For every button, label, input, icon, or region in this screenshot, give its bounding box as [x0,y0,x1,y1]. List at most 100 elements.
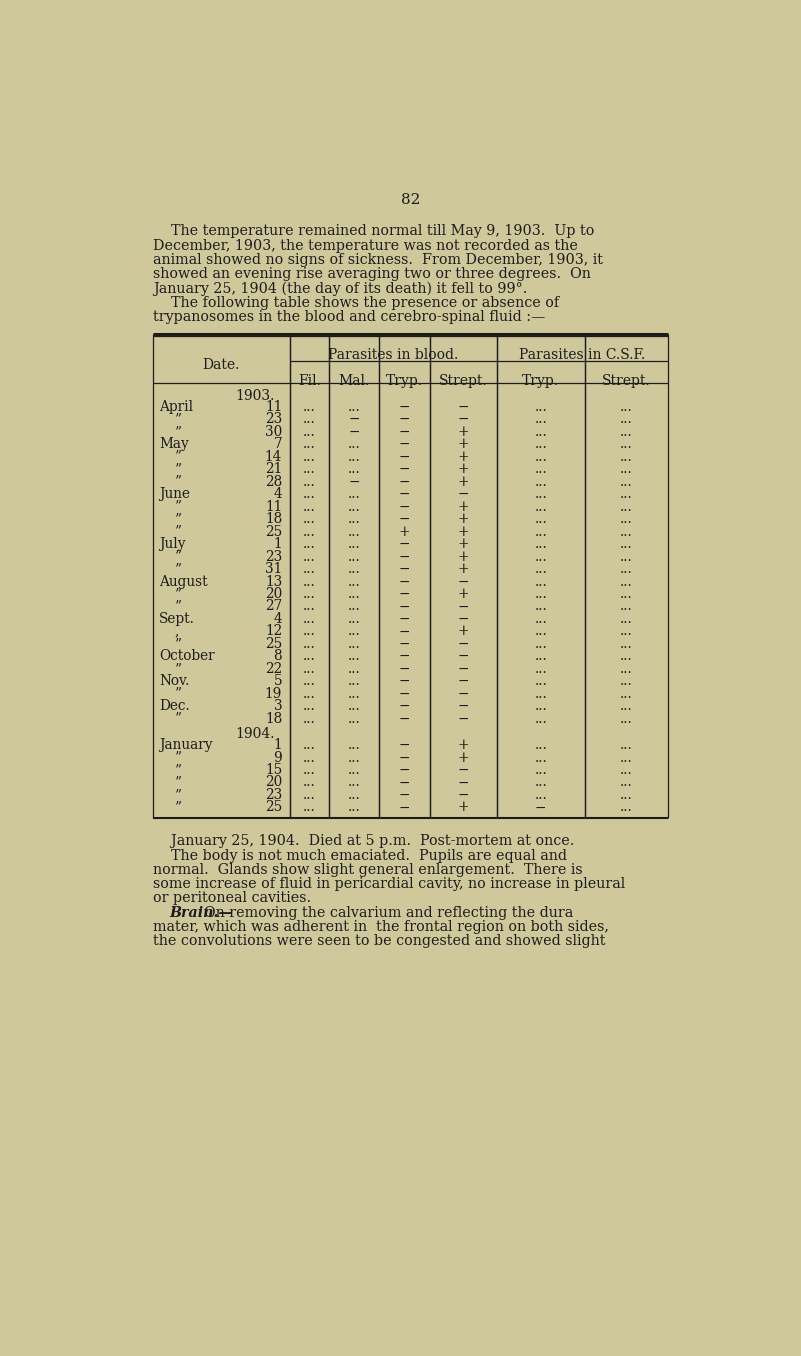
Text: −: − [399,650,410,663]
Text: ”: ” [175,750,182,765]
Text: 18: 18 [265,513,282,526]
Text: −: − [399,800,410,815]
Text: The following table shows the presence or absence of: The following table shows the presence o… [153,296,559,309]
Text: −: − [457,650,469,663]
Text: −: − [535,800,546,815]
Text: ”: ” [175,662,182,675]
Text: ”: ” [175,513,182,526]
Text: ...: ... [620,674,633,689]
Text: −: − [457,686,469,701]
Text: ...: ... [303,788,316,801]
Text: ...: ... [303,499,316,514]
Text: animal showed no signs of sickness.  From December, 1903, it: animal showed no signs of sickness. From… [153,252,603,267]
Text: ...: ... [348,738,360,753]
Text: −: − [399,513,410,526]
Text: ...: ... [534,513,547,526]
Text: ...: ... [348,788,360,801]
Text: ...: ... [534,499,547,514]
Text: ...: ... [534,738,547,753]
Text: −: − [348,424,360,439]
Text: −: − [399,462,410,476]
Text: 25: 25 [265,525,282,538]
Text: ...: ... [620,662,633,675]
Text: 4: 4 [273,612,282,626]
Text: ...: ... [620,549,633,564]
Text: −: − [457,487,469,502]
Text: ...: ... [348,487,360,502]
Text: ”: ” [175,776,182,789]
Text: ”: ” [175,412,182,426]
Text: −: − [399,662,410,675]
Text: ...: ... [348,575,360,589]
Text: ”: ” [175,549,182,564]
Text: 1: 1 [274,537,282,551]
Text: ”: ” [175,525,182,538]
Text: normal.  Glands show slight general enlargement.  There is: normal. Glands show slight general enlar… [153,862,582,877]
Text: ...: ... [620,712,633,725]
Text: ...: ... [303,763,316,777]
Text: ...: ... [534,561,547,576]
Text: ...: ... [303,525,316,538]
Text: ...: ... [620,700,633,713]
Text: 9: 9 [273,750,282,765]
Text: ...: ... [534,412,547,426]
Text: 27: 27 [265,599,282,613]
Text: ...: ... [348,662,360,675]
Text: +: + [457,800,469,815]
Text: +: + [457,462,469,476]
Text: 15: 15 [265,763,282,777]
Text: ...: ... [620,525,633,538]
Text: 4: 4 [273,487,282,502]
Text: 12: 12 [265,624,282,639]
Text: ...: ... [348,712,360,725]
Text: ...: ... [534,700,547,713]
Text: −: − [457,788,469,801]
Text: ,: , [175,624,179,639]
Text: ...: ... [303,612,316,626]
Text: ...: ... [303,686,316,701]
Text: ...: ... [534,750,547,765]
Text: 25: 25 [265,637,282,651]
Text: Parasites in C.S.F.: Parasites in C.S.F. [519,347,646,362]
Text: ...: ... [303,437,316,452]
Text: −: − [399,575,410,589]
Text: January 25, 1904 (the day of its death) it fell to 99°.: January 25, 1904 (the day of its death) … [153,281,527,296]
Text: −: − [399,788,410,801]
Text: 23: 23 [265,549,282,564]
Text: +: + [457,499,469,514]
Text: 30: 30 [265,424,282,439]
Text: 23: 23 [265,788,282,801]
Text: ...: ... [348,499,360,514]
Text: ...: ... [534,686,547,701]
Text: ...: ... [348,612,360,626]
Text: ...: ... [348,513,360,526]
Text: −: − [399,549,410,564]
Text: ...: ... [348,674,360,689]
Text: August: August [159,575,207,589]
Text: ”: ” [175,499,182,514]
Text: 28: 28 [265,475,282,488]
Text: ...: ... [534,424,547,439]
Text: ...: ... [534,637,547,651]
Text: ...: ... [348,462,360,476]
Text: 7: 7 [274,437,282,452]
Text: 14: 14 [265,450,282,464]
Text: −: − [399,400,410,414]
Text: ...: ... [303,412,316,426]
Text: −: − [399,437,410,452]
Text: ...: ... [534,612,547,626]
Text: −: − [399,624,410,639]
Text: ...: ... [620,624,633,639]
Text: 1903.: 1903. [235,389,275,403]
Text: ...: ... [348,637,360,651]
Text: ...: ... [303,750,316,765]
Text: Nov.: Nov. [159,674,189,689]
Text: 20: 20 [265,587,282,601]
Text: ”: ” [175,561,182,576]
Text: −: − [457,599,469,613]
Text: Sept.: Sept. [159,612,195,626]
Text: ...: ... [534,487,547,502]
Text: −: − [399,587,410,601]
Text: ...: ... [303,674,316,689]
Text: June: June [159,487,190,502]
